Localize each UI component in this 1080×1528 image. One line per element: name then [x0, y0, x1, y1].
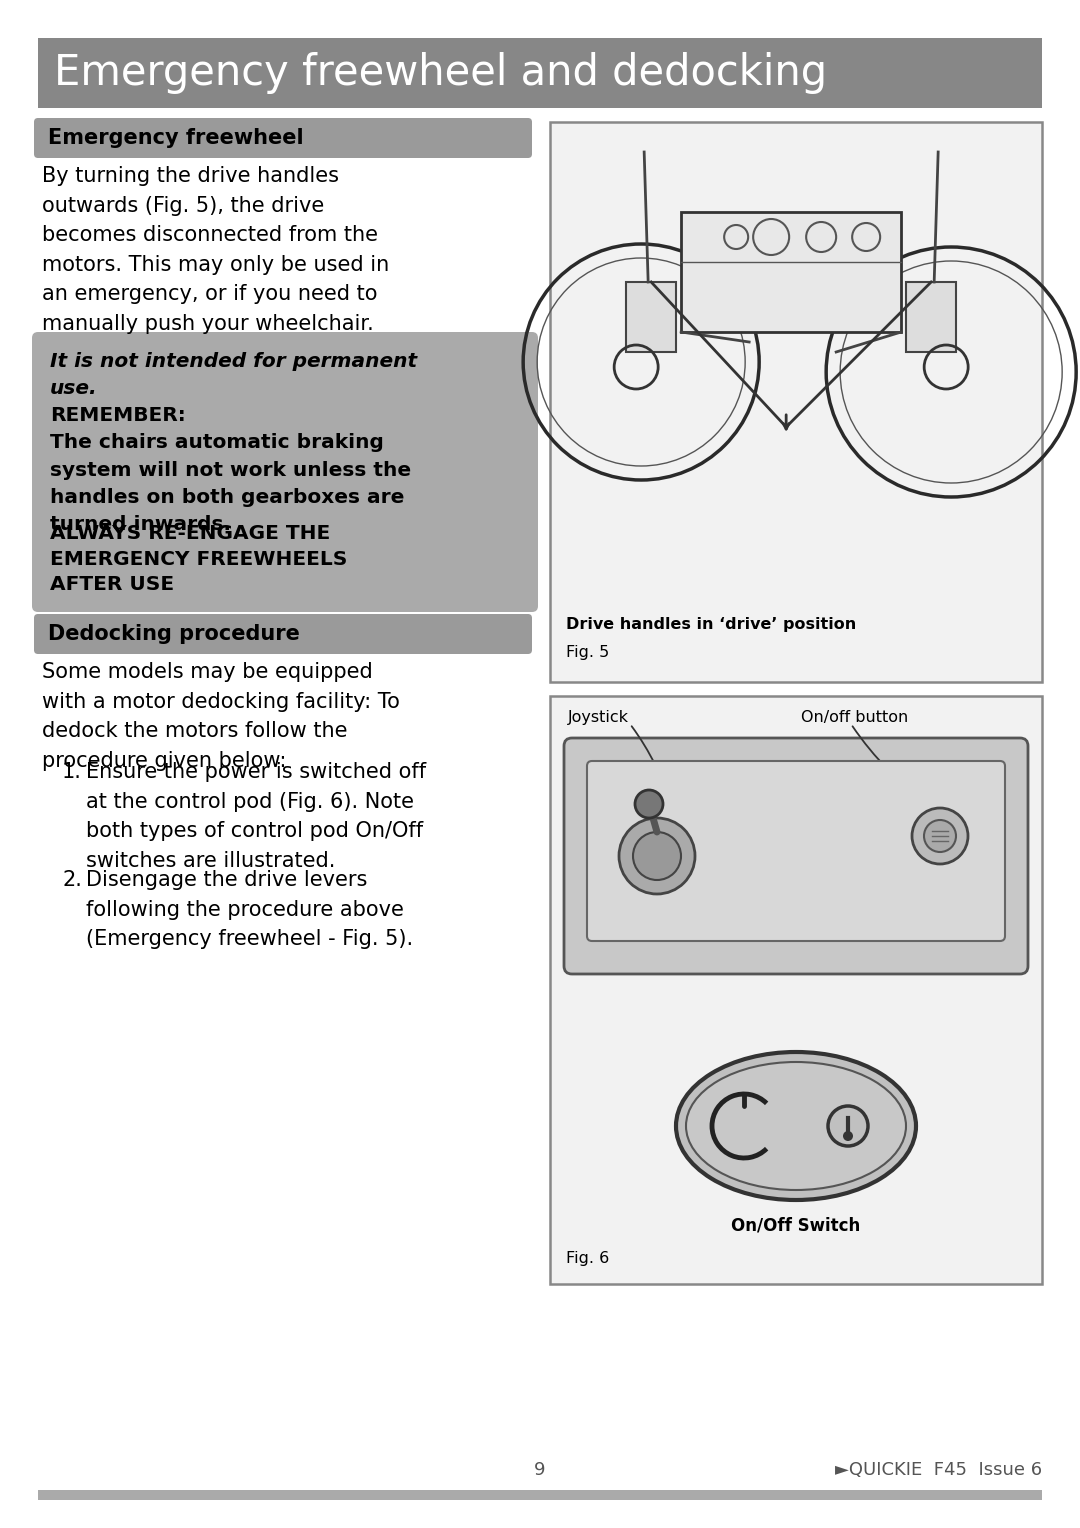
Text: 9: 9	[535, 1461, 545, 1479]
Ellipse shape	[686, 1062, 906, 1190]
FancyBboxPatch shape	[33, 118, 532, 157]
FancyBboxPatch shape	[550, 122, 1042, 681]
Text: 1.: 1.	[62, 762, 82, 782]
Text: Disengage the drive levers
following the procedure above
(Emergency freewheel - : Disengage the drive levers following the…	[86, 869, 414, 949]
Text: Emergency freewheel: Emergency freewheel	[48, 128, 303, 148]
Circle shape	[924, 821, 956, 853]
Text: Fig. 5: Fig. 5	[566, 645, 609, 660]
FancyBboxPatch shape	[588, 761, 1005, 941]
Ellipse shape	[676, 1051, 916, 1199]
Text: By turning the drive handles
outwards (Fig. 5), the drive
becomes disconnected f: By turning the drive handles outwards (F…	[42, 167, 389, 335]
FancyBboxPatch shape	[626, 283, 676, 351]
Text: It is not intended for permanent
use.: It is not intended for permanent use.	[50, 351, 417, 399]
Circle shape	[635, 790, 663, 817]
Text: 2.: 2.	[62, 869, 82, 889]
Text: Joystick: Joystick	[568, 711, 629, 724]
Circle shape	[912, 808, 968, 863]
Circle shape	[843, 1131, 853, 1141]
FancyBboxPatch shape	[564, 738, 1028, 973]
FancyBboxPatch shape	[906, 283, 956, 351]
FancyBboxPatch shape	[38, 1490, 1042, 1500]
Text: Ensure the power is switched off
at the control pod (Fig. 6). Note
both types of: Ensure the power is switched off at the …	[86, 762, 427, 871]
FancyBboxPatch shape	[550, 695, 1042, 1284]
Text: ALWAYS RE-ENGAGE THE
EMERGENCY FREEWHEELS
AFTER USE: ALWAYS RE-ENGAGE THE EMERGENCY FREEWHEEL…	[50, 524, 348, 594]
Text: Dedocking procedure: Dedocking procedure	[48, 623, 300, 643]
Text: Fig. 6: Fig. 6	[566, 1251, 609, 1267]
Text: ►QUICKIE  F45  Issue 6: ►QUICKIE F45 Issue 6	[835, 1461, 1042, 1479]
Circle shape	[633, 833, 681, 880]
Text: Some models may be equipped
with a motor dedocking facility: To
dedock the motor: Some models may be equipped with a motor…	[42, 662, 400, 770]
Circle shape	[619, 817, 696, 894]
Circle shape	[828, 1106, 868, 1146]
Text: Emergency freewheel and dedocking: Emergency freewheel and dedocking	[54, 52, 827, 95]
Text: On/Off Switch: On/Off Switch	[731, 1216, 861, 1235]
FancyBboxPatch shape	[681, 212, 901, 332]
FancyBboxPatch shape	[32, 332, 538, 613]
Text: On/off button: On/off button	[801, 711, 908, 724]
FancyBboxPatch shape	[33, 614, 532, 654]
Text: REMEMBER:
The chairs automatic braking
system will not work unless the
handles o: REMEMBER: The chairs automatic braking s…	[50, 406, 411, 533]
FancyBboxPatch shape	[38, 38, 1042, 108]
Text: Drive handles in ‘drive’ position: Drive handles in ‘drive’ position	[566, 617, 856, 633]
